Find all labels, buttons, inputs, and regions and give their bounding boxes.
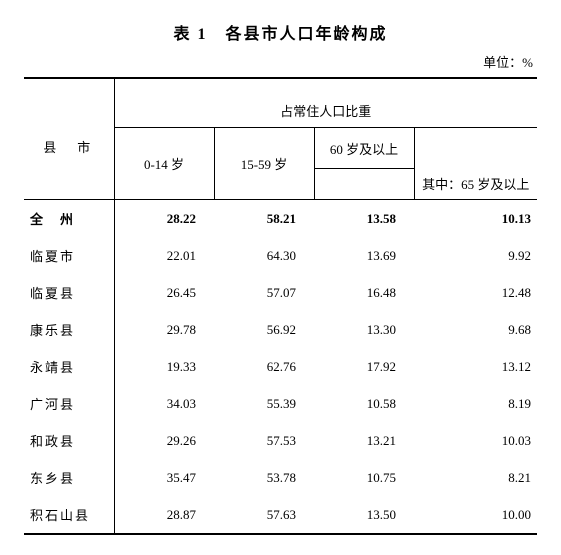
header-col-b: 15-59 岁 — [214, 128, 314, 200]
value-cell: 53.78 — [214, 459, 314, 496]
table-row: 东乡县35.4753.7810.758.21 — [24, 459, 537, 496]
unit-label: 单位：% — [24, 52, 537, 71]
county-cell: 东乡县 — [24, 459, 114, 496]
county-cell: 永靖县 — [24, 348, 114, 385]
county-cell: 临夏县 — [24, 274, 114, 311]
value-cell: 12.48 — [414, 274, 537, 311]
value-cell: 8.19 — [414, 385, 537, 422]
value-cell: 10.03 — [414, 422, 537, 459]
value-cell: 9.92 — [414, 237, 537, 274]
age-composition-table: 县 市 占常住人口比重 0-14 岁 15-59 岁 60 岁及以上 其中：65… — [24, 77, 537, 535]
value-cell: 13.12 — [414, 348, 537, 385]
value-cell: 13.50 — [314, 496, 414, 534]
value-cell: 28.87 — [114, 496, 214, 534]
value-cell: 58.21 — [214, 200, 314, 238]
value-cell: 19.33 — [114, 348, 214, 385]
value-cell: 10.58 — [314, 385, 414, 422]
value-cell: 55.39 — [214, 385, 314, 422]
value-cell: 13.58 — [314, 200, 414, 238]
county-cell: 积石山县 — [24, 496, 114, 534]
table-row: 临夏县26.4557.0716.4812.48 — [24, 274, 537, 311]
table-row: 永靖县19.3362.7617.9213.12 — [24, 348, 537, 385]
value-cell: 35.47 — [114, 459, 214, 496]
header-group: 占常住人口比重 — [114, 93, 537, 128]
value-cell: 10.75 — [314, 459, 414, 496]
value-cell: 10.13 — [414, 200, 537, 238]
value-cell: 29.26 — [114, 422, 214, 459]
county-cell: 康乐县 — [24, 311, 114, 348]
value-cell: 13.30 — [314, 311, 414, 348]
county-cell: 临夏市 — [24, 237, 114, 274]
table-row: 全 州28.2258.2113.5810.13 — [24, 200, 537, 238]
table-row: 积石山县28.8757.6313.5010.00 — [24, 496, 537, 534]
header-col-d: 其中：65 岁及以上 — [414, 169, 537, 200]
table-row: 广河县34.0355.3910.588.19 — [24, 385, 537, 422]
value-cell: 8.21 — [414, 459, 537, 496]
value-cell: 13.69 — [314, 237, 414, 274]
table-row: 临夏市22.0164.3013.699.92 — [24, 237, 537, 274]
county-cell: 和政县 — [24, 422, 114, 459]
table-body: 全 州28.2258.2113.5810.13临夏市22.0164.3013.6… — [24, 200, 537, 535]
value-cell: 9.68 — [414, 311, 537, 348]
value-cell: 26.45 — [114, 274, 214, 311]
value-cell: 57.53 — [214, 422, 314, 459]
value-cell: 17.92 — [314, 348, 414, 385]
table-row: 和政县29.2657.5313.2110.03 — [24, 422, 537, 459]
county-cell: 全 州 — [24, 200, 114, 238]
value-cell: 62.76 — [214, 348, 314, 385]
value-cell: 28.22 — [114, 200, 214, 238]
value-cell: 16.48 — [314, 274, 414, 311]
value-cell: 10.00 — [414, 496, 537, 534]
value-cell: 64.30 — [214, 237, 314, 274]
value-cell: 57.07 — [214, 274, 314, 311]
value-cell: 22.01 — [114, 237, 214, 274]
county-cell: 广河县 — [24, 385, 114, 422]
table-title: 表 1 各县市人口年龄构成 — [24, 20, 537, 44]
header-county: 县 市 — [24, 93, 114, 200]
table-row: 康乐县29.7856.9213.309.68 — [24, 311, 537, 348]
value-cell: 13.21 — [314, 422, 414, 459]
value-cell: 57.63 — [214, 496, 314, 534]
header-col-c: 60 岁及以上 — [314, 128, 414, 169]
header-col-a: 0-14 岁 — [114, 128, 214, 200]
value-cell: 56.92 — [214, 311, 314, 348]
value-cell: 29.78 — [114, 311, 214, 348]
value-cell: 34.03 — [114, 385, 214, 422]
